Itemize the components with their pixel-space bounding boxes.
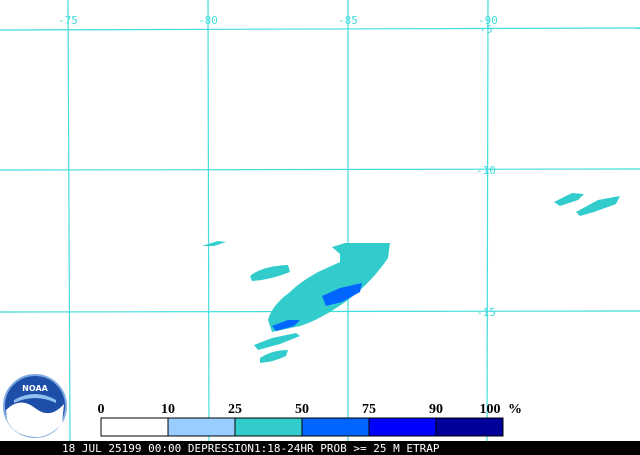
parallel xyxy=(0,168,640,171)
legend-label: 0 xyxy=(98,402,105,417)
caption-bar xyxy=(0,441,640,455)
legend-swatch xyxy=(167,417,236,437)
meridian xyxy=(486,0,489,442)
legend-label: 50 xyxy=(295,402,309,417)
meridian xyxy=(67,0,71,442)
prob-area xyxy=(576,196,620,216)
legend-swatch xyxy=(368,417,437,437)
probability-areas xyxy=(202,193,620,363)
parallel xyxy=(0,27,640,31)
lon-label: -90 xyxy=(478,14,498,27)
prob-area xyxy=(202,241,226,246)
prob-area xyxy=(254,333,300,350)
caption: 18 JUL 25199 00:00 DEPRESSION1:18-24HR P… xyxy=(62,442,440,455)
lon-label: -75 xyxy=(58,14,78,27)
logo-text: NOAA xyxy=(22,384,48,393)
legend-swatch xyxy=(234,417,303,437)
lat-label: -5 xyxy=(479,23,492,36)
lon-label: -85 xyxy=(338,14,358,27)
prob-area-high xyxy=(322,283,362,306)
lon-label: -80 xyxy=(198,14,218,27)
prob-area xyxy=(260,350,288,363)
prob-area xyxy=(268,243,390,332)
prob-area xyxy=(554,193,584,206)
legend-label: 75 xyxy=(362,402,376,417)
logo-wave xyxy=(6,402,64,438)
legend-swatch xyxy=(100,417,169,437)
legend-label: 25 xyxy=(228,402,242,417)
lat-label: -15 xyxy=(476,306,496,319)
prob-area-high xyxy=(272,320,300,331)
legend-unit: % xyxy=(508,402,522,417)
noaa-logo: NOAA xyxy=(3,374,67,438)
legend-swatch xyxy=(301,417,370,437)
legend-label: 100 xyxy=(480,402,501,417)
logo-gull xyxy=(14,394,56,403)
legend: 0 10 25 50 75 90 100 xyxy=(98,402,504,437)
legend-label: 10 xyxy=(161,402,175,417)
legend-label: 90 xyxy=(429,402,443,417)
legend-swatch xyxy=(435,417,504,437)
meridian xyxy=(207,0,210,442)
prob-area xyxy=(250,265,290,281)
lat-label: -10 xyxy=(476,164,496,177)
